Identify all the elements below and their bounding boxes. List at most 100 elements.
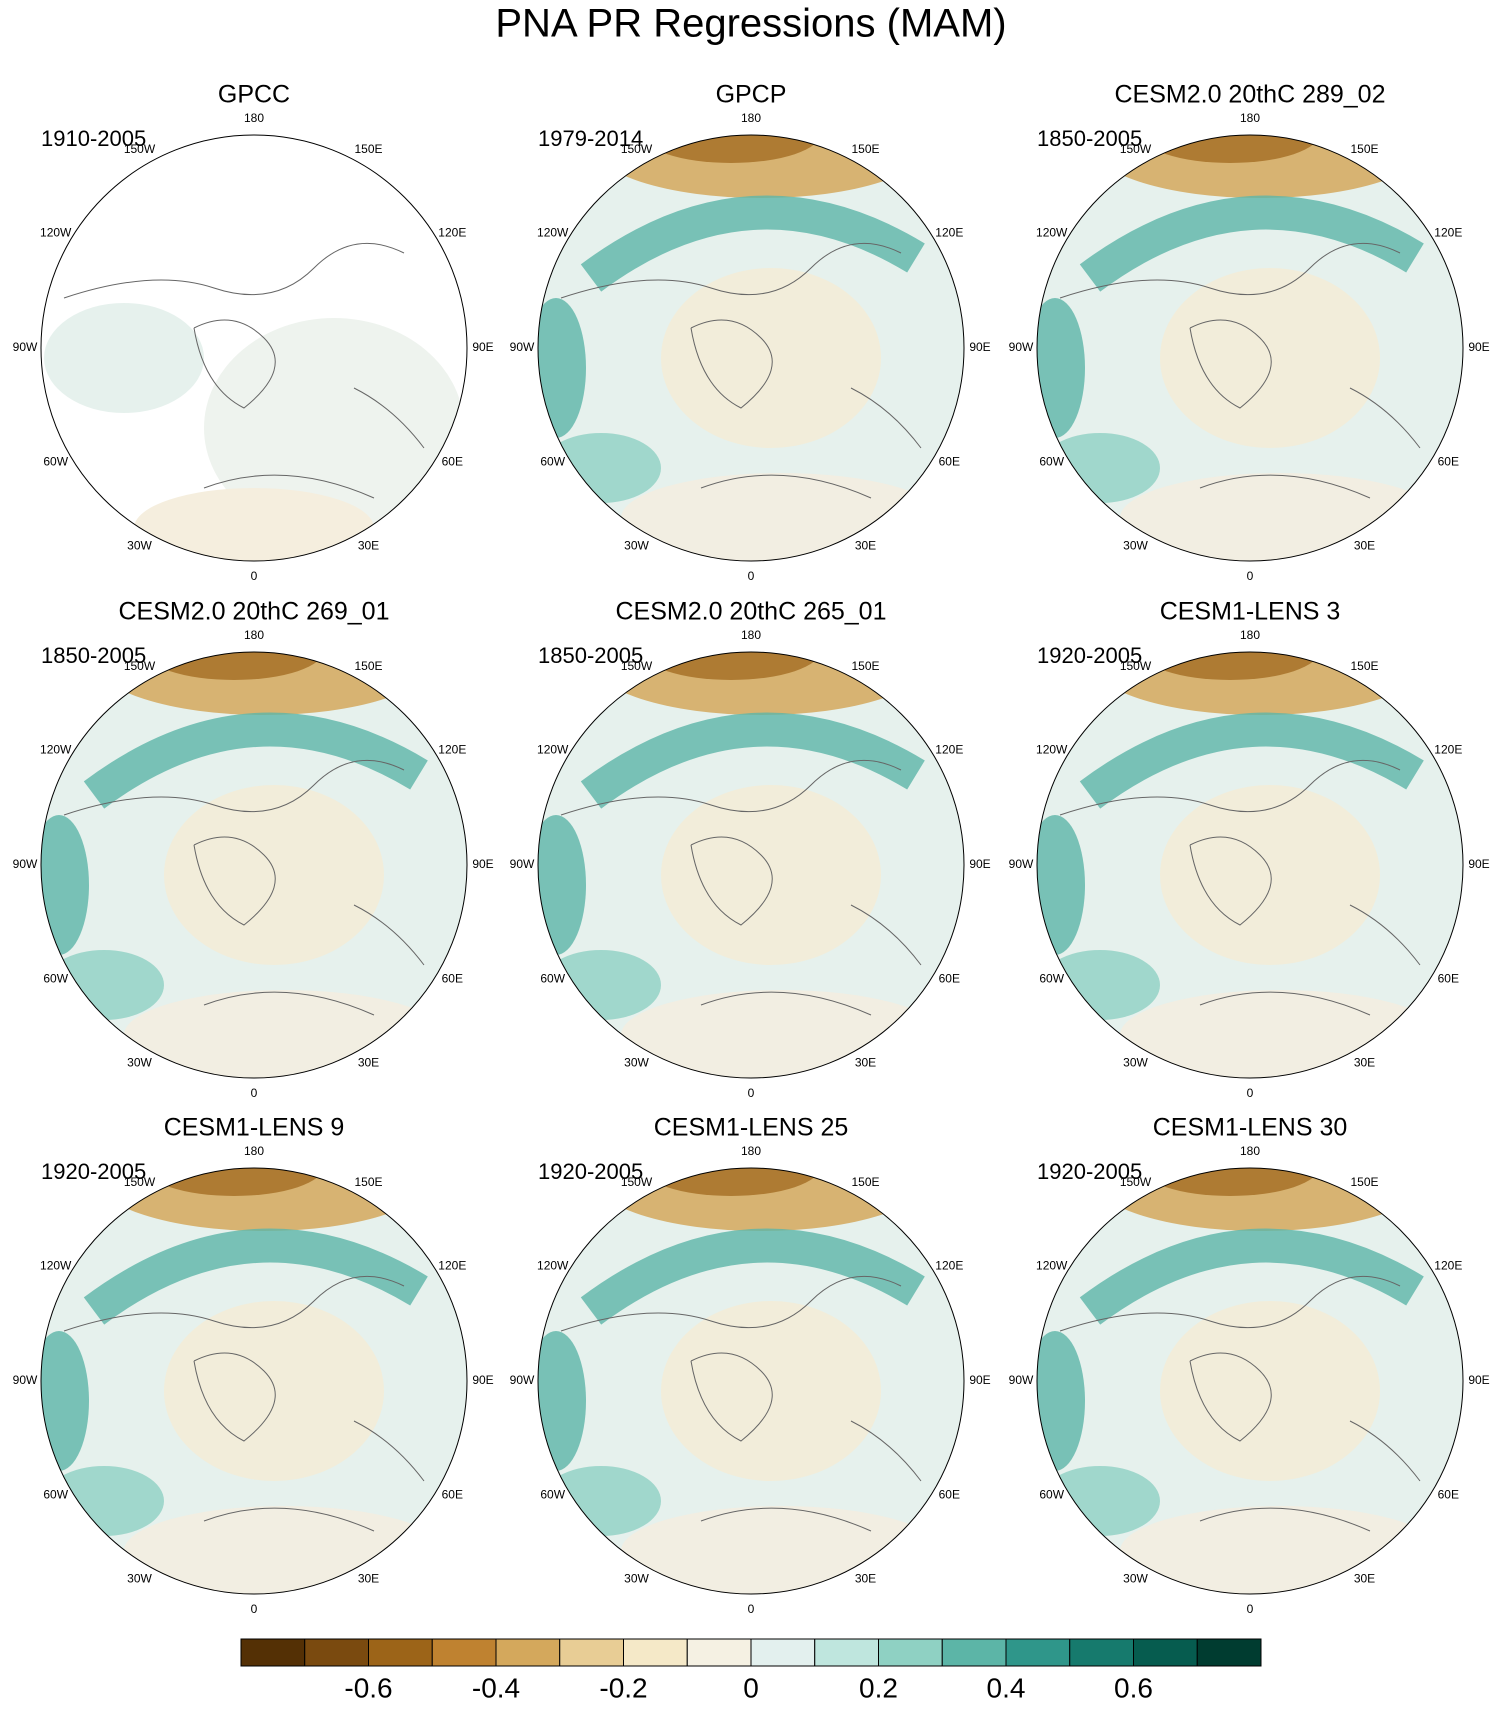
field-blob <box>83 1228 428 1325</box>
map-field: 180 150E 120E 90E 60E 30E 0 30W 60W 90W 120W 150W <box>1009 628 1490 1100</box>
longitude-label: 0 <box>1247 1602 1254 1616</box>
colorbar-tick-label: -0.6 <box>344 1672 392 1703</box>
panel-title: CESM2.0 20thC 289_02 <box>1114 81 1385 109</box>
map-field: 180 150E 120E 90E 60E 30E 0 30W 60W 90W 120W 150W <box>510 628 991 1100</box>
longitude-label: 60E <box>442 972 463 986</box>
longitude-label: 120E <box>1434 1259 1462 1273</box>
longitude-label: 120E <box>1434 226 1462 240</box>
longitude-label: 60E <box>939 455 960 469</box>
longitude-label: 90W <box>13 1373 38 1387</box>
field-blob <box>1079 195 1424 292</box>
map-field: 180 150E 120E 90E 60E 30E 0 30W 60W 90W 120W 150W <box>13 1144 494 1616</box>
colorbar-box <box>814 1638 879 1667</box>
longitude-label: 60E <box>1438 972 1459 986</box>
panel-title: CESM2.0 20thC 269_01 <box>118 598 389 626</box>
field-blob <box>164 785 384 965</box>
longitude-label: 120E <box>438 226 466 240</box>
longitude-label: 30E <box>1354 1571 1375 1585</box>
longitude-label: 120W <box>1036 226 1068 240</box>
map-panel: CESM1-LENS 25 1920-2005 180 150E 120E 90E 60E 3… <box>510 1114 991 1617</box>
longitude-label: 150E <box>354 142 382 156</box>
field-blob <box>1037 298 1085 438</box>
longitude-label: 120W <box>1036 743 1068 757</box>
longitude-label: 120W <box>537 743 569 757</box>
map-boundary <box>40 1167 468 1595</box>
longitude-label: 90E <box>472 857 493 871</box>
longitude-label: 150W <box>124 142 156 156</box>
longitude-label: 30W <box>1123 1571 1148 1585</box>
longitude-label: 120W <box>537 226 569 240</box>
map-panel: CESM2.0 20thC 289_02 1850-2005 180 150E 120E… <box>1009 81 1490 584</box>
longitude-label: 30W <box>1123 1055 1148 1069</box>
field-blob <box>144 652 324 680</box>
panel-period: 1920-2005 <box>1037 643 1142 668</box>
map-panel: CESM2.0 20thC 269_01 1850-2005 180 150E 120E… <box>13 598 494 1101</box>
longitude-label: 150E <box>851 142 879 156</box>
map-field: 180 150E 120E 90E 60E 30E 0 30W 60W 90W 120W 150W <box>1009 1144 1490 1616</box>
map-panel: GPCP 1979-2014 180 150E 120E 90E 60E 30E 0 30W 60W… <box>510 81 991 584</box>
longitude-label: 150W <box>1120 142 1152 156</box>
longitude-label: 90W <box>13 857 38 871</box>
longitude-label: 60W <box>43 455 68 469</box>
field-blob <box>1037 815 1085 955</box>
longitude-label: 60W <box>1039 455 1064 469</box>
longitude-label: 180 <box>1240 1144 1260 1158</box>
panel-period: 1850-2005 <box>1037 126 1142 151</box>
longitude-label: 120W <box>40 1259 72 1273</box>
field-blob <box>1120 1506 1440 1594</box>
panel-title: CESM2.0 20thC 265_01 <box>615 598 886 626</box>
longitude-label: 150W <box>1120 659 1152 673</box>
field-blob <box>44 303 204 413</box>
map-boundary <box>40 134 468 562</box>
longitude-label: 150W <box>124 659 156 673</box>
colorbar-box <box>623 1638 688 1667</box>
longitude-label: 30E <box>358 538 379 552</box>
field-blob <box>641 135 821 163</box>
longitude-label: 90W <box>510 1373 535 1387</box>
longitude-label: 120E <box>438 743 466 757</box>
map-boundary <box>537 1167 965 1595</box>
longitude-label: 150W <box>621 142 653 156</box>
map-boundary <box>1036 134 1464 562</box>
panel-title: CESM1-LENS 3 <box>1160 598 1341 626</box>
longitude-label: 90W <box>1009 340 1034 354</box>
panel-period: 1920-2005 <box>538 1159 643 1184</box>
longitude-label: 150W <box>1120 1175 1152 1189</box>
colorbar-box <box>240 1638 306 1667</box>
field-blob <box>1079 712 1424 809</box>
field-blob <box>124 1506 444 1594</box>
longitude-label: 180 <box>244 1144 264 1158</box>
longitude-label: 30W <box>127 1055 152 1069</box>
longitude-label: 0 <box>748 1086 755 1100</box>
longitude-label: 30E <box>855 1571 876 1585</box>
map-panel: GPCC 1910-2005 180 150E 120E 90E 60E 30E 0 30W 60W… <box>13 81 494 584</box>
coastline <box>1059 242 1421 499</box>
coastline <box>560 759 922 1016</box>
colorbar-box <box>750 1638 816 1667</box>
colorbar-tick-label: 0.2 <box>859 1672 898 1703</box>
longitude-label: 150E <box>851 659 879 673</box>
field-blob <box>1140 135 1320 163</box>
longitude-label: 120W <box>40 743 72 757</box>
longitude-label: 180 <box>741 111 761 125</box>
field-blob <box>580 195 925 292</box>
longitude-label: 90E <box>472 1373 493 1387</box>
panel-period: 1979-2014 <box>538 126 643 151</box>
longitude-label: 60E <box>1438 1488 1459 1502</box>
field-blob <box>621 1506 941 1594</box>
panel-title: GPCP <box>716 81 787 109</box>
colorbar-tick-label: 0.6 <box>1114 1672 1153 1703</box>
colorbar-box <box>495 1638 561 1667</box>
colorbar-box <box>686 1638 752 1667</box>
coastline <box>560 242 922 499</box>
longitude-label: 0 <box>1247 569 1254 583</box>
map-boundary <box>1036 651 1464 1079</box>
longitude-label: 30W <box>624 538 649 552</box>
longitude-label: 90E <box>1468 1373 1489 1387</box>
longitude-label: 0 <box>1247 1086 1254 1100</box>
longitude-label: 120W <box>40 226 72 240</box>
longitude-label: 120E <box>935 743 963 757</box>
field-blob <box>641 652 821 680</box>
longitude-label: 90E <box>969 340 990 354</box>
colorbar-box <box>1196 1638 1262 1667</box>
